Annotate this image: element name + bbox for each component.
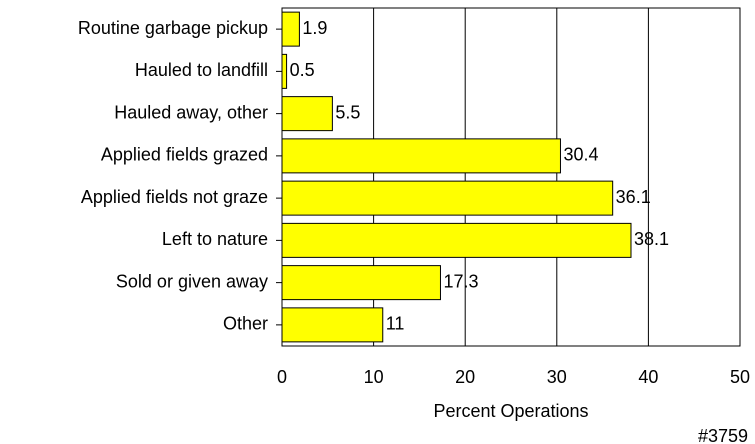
x-tick-label: 40 (638, 367, 658, 387)
value-label: 5.5 (335, 102, 360, 122)
value-label: 38.1 (634, 229, 669, 249)
value-label: 36.1 (616, 187, 651, 207)
bar (281, 96, 333, 132)
bar (281, 307, 384, 343)
value-label: 17.3 (443, 271, 478, 291)
bar (281, 53, 288, 89)
y-tick-label: Applied fields grazed (101, 145, 268, 165)
bar (281, 11, 300, 47)
x-tick-label: 30 (547, 367, 567, 387)
x-tick-label: 10 (364, 367, 384, 387)
plot-frame (281, 7, 741, 347)
value-label: 0.5 (290, 60, 315, 80)
x-tick-label: 20 (455, 367, 475, 387)
x-tick-label: 0 (277, 367, 287, 387)
y-tick-label: Left to nature (162, 229, 268, 249)
x-tick-label: 50 (730, 367, 750, 387)
y-tick-label: Hauled to landfill (135, 60, 268, 80)
value-label: 1.9 (302, 18, 327, 38)
bar (281, 222, 632, 258)
value-label: 30.4 (563, 145, 598, 165)
bar (281, 265, 441, 301)
bar (281, 138, 561, 174)
annotation: #3759 (698, 426, 748, 444)
y-tick-label: Hauled away, other (114, 102, 268, 122)
y-tick-label: Routine garbage pickup (78, 18, 268, 38)
x-axis-label: Percent Operations (433, 401, 588, 421)
y-tick-label: Other (223, 314, 268, 334)
y-tick-label: Sold or given away (116, 271, 268, 291)
y-tick-label: Applied fields not graze (81, 187, 268, 207)
value-label: 11 (386, 314, 405, 334)
bar (281, 180, 614, 216)
